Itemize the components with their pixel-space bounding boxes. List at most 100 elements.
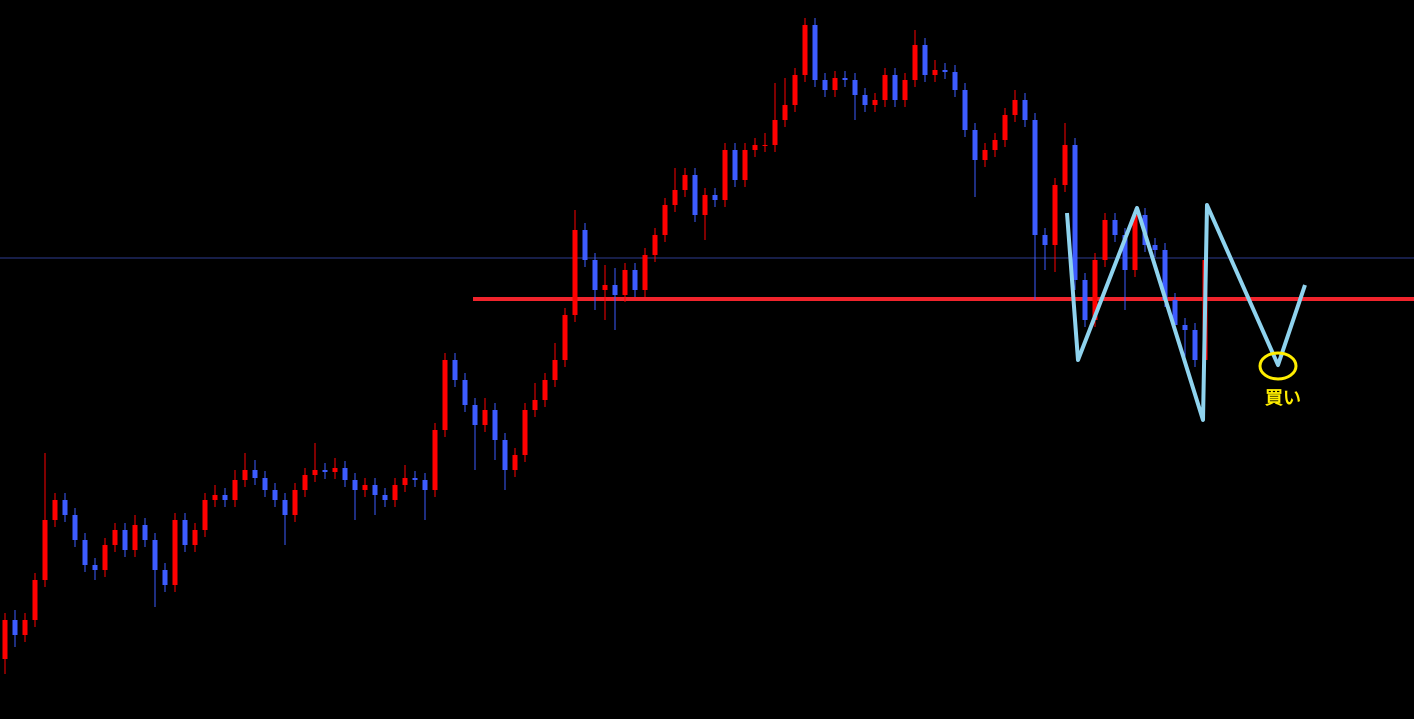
candle-body [1132, 215, 1138, 270]
candle-body [682, 175, 688, 190]
candle-body [142, 525, 148, 540]
candle-body [162, 570, 168, 585]
candle-body [862, 95, 868, 105]
candle-body [602, 285, 608, 290]
candle-body [912, 45, 918, 80]
candle-body [922, 45, 928, 75]
candle-body [172, 520, 178, 585]
candle-body [672, 190, 678, 205]
candle-body [362, 485, 368, 490]
candle-body [942, 70, 948, 72]
candle-body [402, 478, 408, 485]
candle-body [992, 140, 998, 150]
candle-body [812, 25, 818, 80]
buy-circle [1258, 351, 1298, 381]
candle-body [552, 360, 558, 380]
candle-body [562, 315, 568, 360]
candle-body [872, 100, 878, 105]
candle-body [72, 515, 78, 540]
candle-body [712, 195, 718, 200]
candle-body [272, 490, 278, 500]
candle-body [522, 410, 528, 455]
candle-body [112, 530, 118, 545]
candle-body [82, 540, 88, 565]
candle-body [632, 270, 638, 290]
candle-body [122, 530, 128, 550]
candle-body [372, 485, 378, 495]
candle-body [252, 470, 258, 478]
candle-body [902, 80, 908, 100]
candle-body [792, 75, 798, 105]
candle-body [582, 230, 588, 260]
candle-body [622, 270, 628, 295]
candle-body [742, 150, 748, 180]
candle-body [1052, 185, 1058, 245]
candle-body [282, 500, 288, 515]
candle-body [292, 490, 298, 515]
candle-body [472, 405, 478, 425]
candle-body [1012, 100, 1018, 115]
candle-body [482, 410, 488, 425]
candle-body [982, 150, 988, 160]
candle-body [202, 500, 208, 530]
candle-body [392, 485, 398, 500]
candle-body [352, 480, 358, 490]
candle-body [262, 478, 268, 490]
candle-body [692, 175, 698, 215]
candle-body [1072, 145, 1078, 280]
candle-body [722, 150, 728, 200]
candle-body [182, 520, 188, 545]
candle-body [972, 130, 978, 160]
candle-body [1042, 235, 1048, 245]
candle-body [732, 150, 738, 180]
candle-body [782, 105, 788, 120]
candle-body [102, 545, 108, 570]
candle-body [2, 620, 8, 659]
candle-body [832, 78, 838, 90]
candle-body [492, 410, 498, 440]
candle-body [852, 80, 858, 95]
candle-body [422, 480, 428, 490]
candle-body [222, 495, 228, 500]
buy-label: 買い [1265, 388, 1301, 409]
candle-body [332, 468, 338, 472]
candle-body [502, 440, 508, 470]
candle-body [952, 72, 958, 90]
candle-body [842, 78, 848, 80]
candle-body [1162, 250, 1168, 300]
candle-body [762, 145, 768, 146]
candle-body [1092, 260, 1098, 320]
candle-body [1172, 300, 1178, 325]
candle-body [1152, 245, 1158, 250]
candle-body [892, 75, 898, 100]
candle-body [572, 230, 578, 315]
candle-body [772, 120, 778, 145]
candle-body [1032, 120, 1038, 235]
candle-body [1002, 115, 1008, 140]
candle-body [52, 500, 58, 520]
candle-body [652, 235, 658, 255]
candle-body [62, 500, 68, 515]
candle-body [1112, 220, 1118, 235]
candle-body [542, 380, 548, 400]
candle-body [642, 255, 648, 290]
candle-body [322, 470, 328, 472]
candle-body [452, 360, 458, 380]
candle-body [1192, 330, 1198, 360]
candle-body [212, 495, 218, 500]
candle-body [242, 470, 248, 480]
candle-body [342, 468, 348, 480]
candle-body [462, 380, 468, 405]
candle-body [962, 90, 968, 130]
candle-body [1182, 325, 1188, 330]
zigzag [1065, 203, 1307, 422]
candle-body [312, 470, 318, 475]
candle-body [932, 70, 938, 75]
candle-body [1082, 280, 1088, 320]
candle-body [412, 478, 418, 480]
candle-body [12, 620, 18, 635]
candle-body [1102, 220, 1108, 260]
candle-body [1022, 100, 1028, 120]
